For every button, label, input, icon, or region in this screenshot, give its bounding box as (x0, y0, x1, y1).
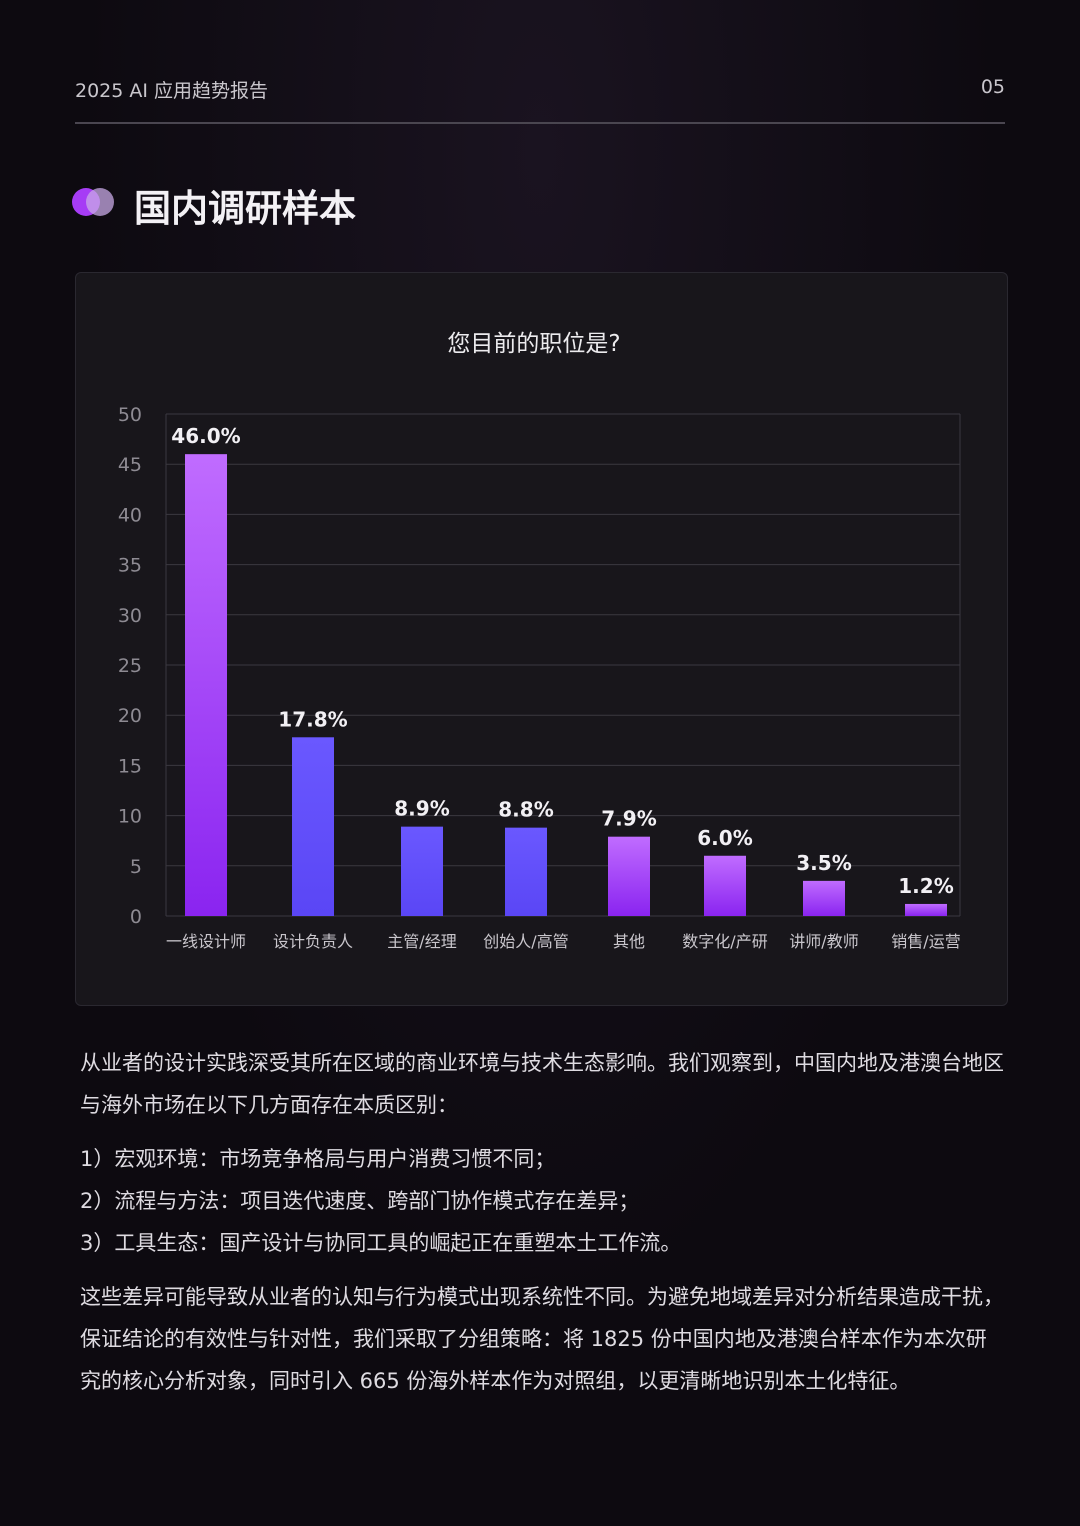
chart-card: 您目前的职位是? 0 5 10 15 20 25 30 35 40 45 50 46.0% 17.8%… (75, 272, 1008, 1006)
chart-title: 您目前的职位是? (447, 331, 620, 357)
data-label: 1.2% (898, 874, 953, 898)
data-label: 6.0% (697, 826, 752, 850)
intro-paragraph: 从业者的设计实践深受其所在区域的商业环境与技术生态影响。我们观察到，中国内地及港… (80, 1051, 1004, 1117)
difference-list: 1）宏观环境：市场竞争格局与用户消费习惯不同； 2）流程与方法：项目迭代速度、跨… (80, 1138, 1005, 1264)
x-tick-label: 讲师/教师 (789, 932, 858, 951)
x-tick-label: 创始人/高管 (483, 932, 568, 951)
x-tick-label: 主管/经理 (387, 932, 456, 951)
report-title: 2025 AI 应用趋势报告 (75, 80, 269, 102)
data-label: 8.9% (394, 797, 449, 821)
body-text: 从业者的设计实践深受其所在区域的商业环境与技术生态影响。我们观察到，中国内地及港… (80, 1042, 1005, 1402)
list-item: 3）工具生态：国产设计与协同工具的崛起正在重塑本土工作流。 (80, 1231, 682, 1255)
data-label: 3.5% (796, 851, 851, 875)
y-tick-label: 20 (118, 705, 142, 727)
x-tick-label: 其他 (613, 932, 645, 951)
bar-chart: 您目前的职位是? 0 5 10 15 20 25 30 35 40 45 50 46.0% 17.8%… (118, 331, 961, 951)
double-dot-icon (72, 188, 118, 216)
bar (803, 880, 845, 916)
data-labels: 46.0% 17.8% 8.9% 8.8% 7.9% 6.0% 3.5% 1.2% (171, 424, 953, 898)
bars (185, 454, 947, 916)
page-number: 05 (980, 76, 1005, 98)
x-tick-label: 数字化/产研 (682, 932, 767, 951)
bar (704, 855, 746, 916)
y-tick-label: 50 (118, 404, 142, 426)
bar (401, 826, 443, 916)
data-label: 7.9% (601, 807, 656, 831)
y-tick-label: 5 (130, 856, 142, 878)
y-tick-label: 10 (118, 806, 142, 828)
data-label: 46.0% (171, 424, 240, 448)
bar (185, 454, 227, 916)
y-tick-label: 30 (118, 605, 142, 627)
bar (505, 827, 547, 916)
section-title: 国内调研样本 (134, 187, 356, 230)
x-axis: 一线设计师 设计负责人 主管/经理 创始人/高管 其他 数字化/产研 讲师/教师 销售/运营 (166, 932, 961, 951)
bar (905, 903, 947, 916)
list-item: 1）宏观环境：市场竞争格局与用户消费习惯不同； (80, 1147, 556, 1171)
x-tick-label: 销售/运营 (891, 932, 960, 951)
bar (608, 836, 650, 916)
list-item: 2）流程与方法：项目迭代速度、跨部门协作模式存在差异； (80, 1189, 640, 1213)
grid-layer (165, 413, 961, 917)
y-tick-label: 25 (118, 655, 142, 677)
y-axis: 0 5 10 15 20 25 30 35 40 45 50 (118, 404, 142, 928)
y-tick-label: 15 (118, 755, 142, 777)
y-tick-label: 35 (118, 555, 142, 577)
strategy-paragraph: 这些差异可能导致从业者的认知与行为模式出现系统性不同。为避免地域差异对分析结果造… (80, 1285, 1004, 1393)
bar (292, 737, 334, 916)
y-tick-label: 40 (118, 504, 142, 526)
report-header: 2025 AI 应用趋势报告 05 (75, 72, 1005, 124)
y-tick-label: 45 (118, 454, 142, 476)
x-tick-label: 设计负责人 (273, 932, 353, 951)
data-label: 17.8% (278, 707, 347, 731)
data-label: 8.8% (498, 798, 553, 822)
x-tick-label: 一线设计师 (166, 932, 246, 951)
y-tick-label: 0 (130, 906, 142, 928)
